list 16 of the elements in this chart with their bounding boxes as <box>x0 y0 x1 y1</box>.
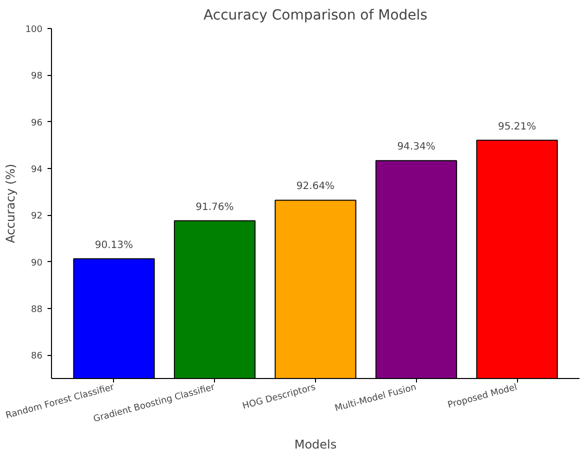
x-axis-title: Models <box>294 438 337 452</box>
chart-title: Accuracy Comparison of Models <box>204 8 428 24</box>
y-tick-label: 98 <box>31 72 43 82</box>
data-label: 91.76% <box>196 202 234 213</box>
data-label: 95.21% <box>498 121 536 132</box>
y-tick-label: 88 <box>31 305 43 315</box>
y-tick-label: 94 <box>31 165 43 175</box>
y-tick-label: 96 <box>31 118 43 128</box>
y-tick-label: 92 <box>31 212 42 222</box>
data-label: 90.13% <box>94 240 134 251</box>
y-tick-label: 90 <box>31 258 43 268</box>
y-tick-label: 86 <box>31 352 43 362</box>
data-label: 94.34% <box>397 142 436 153</box>
y-axis-title: Accuracy (%) <box>3 164 18 244</box>
y-tick-label: 100 <box>25 25 43 35</box>
data-label: 92.64% <box>296 181 335 192</box>
